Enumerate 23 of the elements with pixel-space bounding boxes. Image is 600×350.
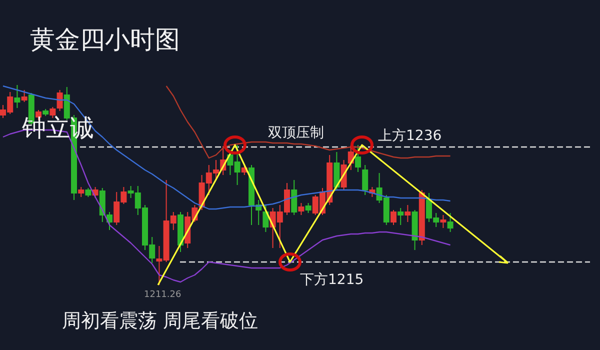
candlestick: [21, 90, 28, 102]
candlestick: [291, 180, 298, 216]
candlestick: [298, 202, 304, 216]
candlestick: [412, 210, 418, 250]
candlestick: [404, 204, 411, 222]
candlestick: [355, 144, 361, 172]
ref-line-label: 下方1215: [300, 272, 364, 288]
annotation: 双顶压制: [268, 125, 324, 141]
candlestick: [398, 208, 404, 226]
candlestick: [390, 210, 396, 226]
text: 1211.26: [144, 290, 182, 300]
candlestick: [334, 152, 340, 190]
candlestick: [106, 212, 112, 230]
candlestick: [447, 212, 454, 232]
candlestick: [440, 214, 446, 228]
candlestick: [362, 164, 368, 196]
text: 周初看震荡 周尾看破位: [62, 310, 258, 332]
candlestick: [14, 84, 20, 108]
candlestick: [305, 202, 312, 214]
ref-line-label: 上方1236: [378, 128, 442, 144]
candlestick: [85, 188, 92, 198]
candlestick: [78, 186, 84, 198]
chart-title: 黄金四小时图: [30, 25, 180, 54]
